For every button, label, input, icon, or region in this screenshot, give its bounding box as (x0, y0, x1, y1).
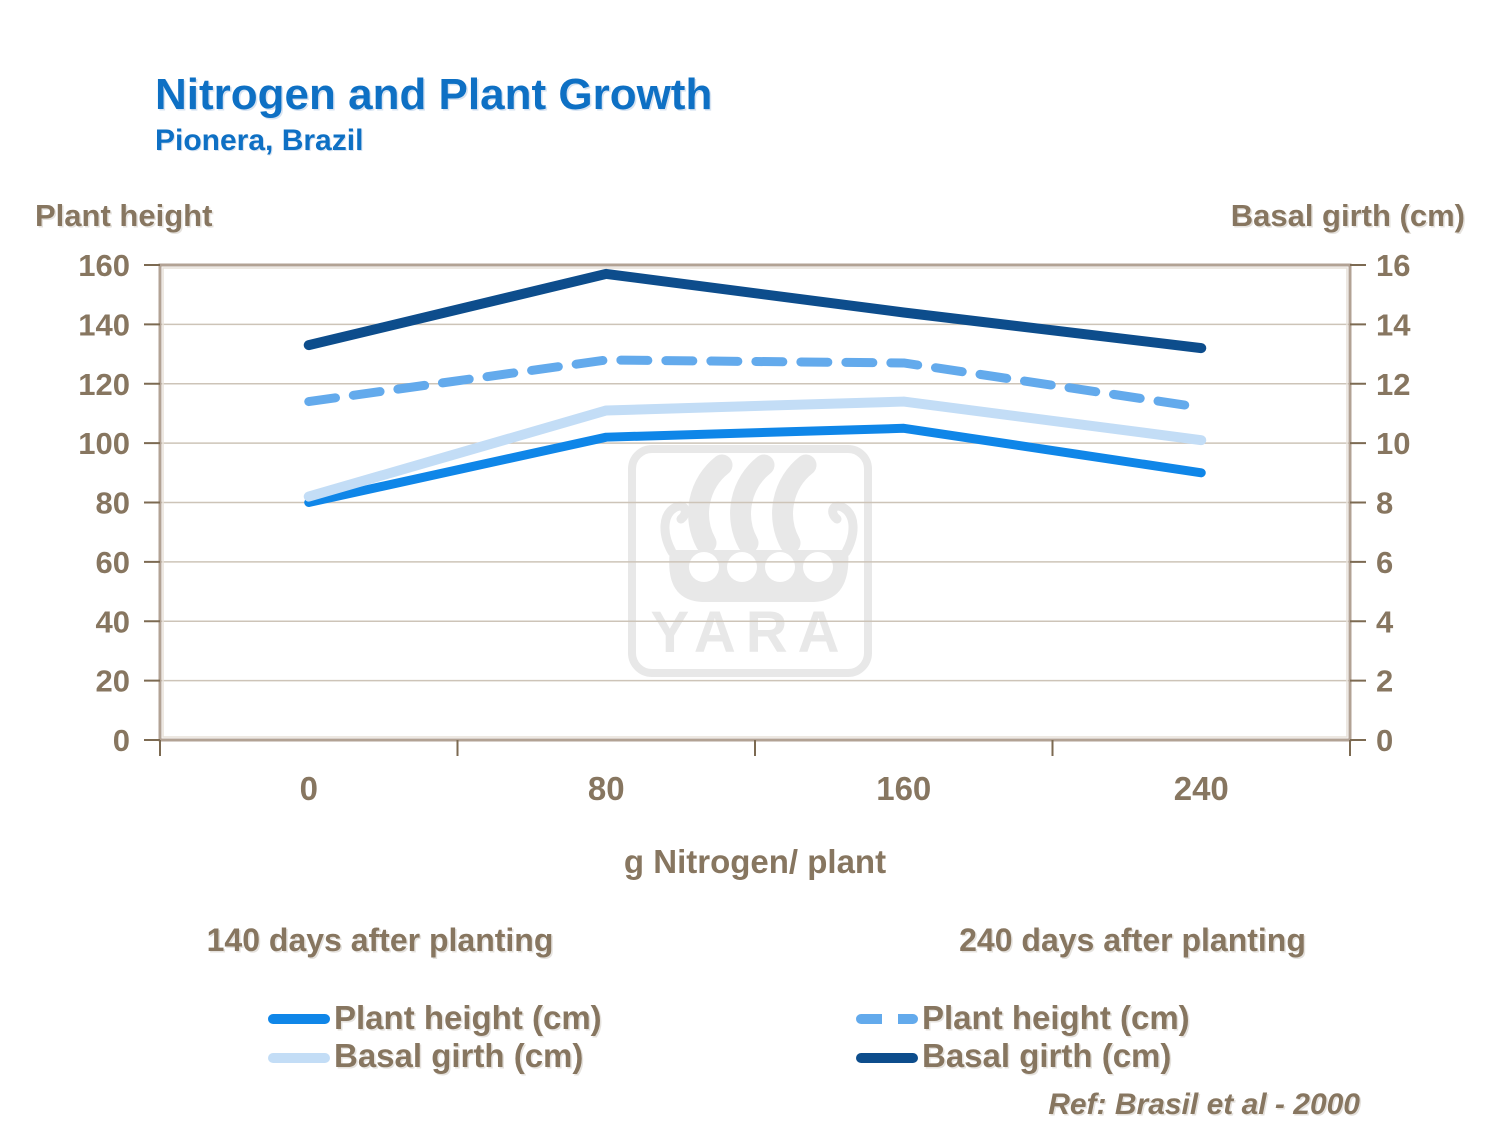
left-axis-title: Plant height (35, 198, 213, 233)
right-tick-label: 4 (1376, 604, 1394, 639)
left-tick-label: 20 (96, 664, 130, 699)
x-tick-label: 160 (876, 770, 931, 807)
left-tick-label: 100 (78, 426, 130, 461)
legend-heading-240-days: 240 days after planting (959, 922, 1306, 958)
left-tick-label: 0 (113, 723, 130, 758)
right-tick-label: 12 (1376, 367, 1410, 402)
yara-watermark-icon: YARA (628, 445, 872, 677)
reference-text: Ref: Brasil et al - 2000 (1048, 1088, 1360, 1121)
legend-swatch-240-basal-girth (856, 1053, 918, 1063)
right-tick-label: 10 (1376, 426, 1410, 461)
legend-swatch-140-plant-height (268, 1014, 330, 1024)
x-axis-title: g Nitrogen/ plant (623, 843, 887, 880)
left-tick-label: 160 (78, 248, 130, 283)
left-tick-label: 40 (96, 604, 130, 639)
x-tick-label: 240 (1174, 770, 1229, 807)
page-subtitle: Pionera, Brazil (155, 124, 364, 157)
right-axis-title: Basal girth (cm) (1230, 198, 1465, 233)
left-tick-label: 140 (78, 307, 130, 342)
legend-label-140-basal-girth: Basal girth (cm) (334, 1037, 584, 1074)
x-tick-label: 0 (300, 770, 318, 807)
right-tick-label: 2 (1376, 664, 1393, 699)
x-tick-label: 80 (588, 770, 625, 807)
page-title: Nitrogen and Plant Growth (155, 70, 713, 119)
watermark-text: YARA (650, 600, 849, 665)
left-tick-label: 80 (96, 486, 130, 521)
series-line-3 (303, 268, 1207, 354)
legend-heading-140-days: 140 days after planting (206, 922, 554, 958)
plot-border-highlight (162, 267, 1348, 738)
series-line-2 (304, 355, 1206, 412)
legend-label-240-basal-girth: Basal girth (cm) (922, 1037, 1172, 1074)
right-tick-label: 8 (1376, 486, 1393, 521)
series-line-0 (304, 423, 1206, 507)
legend-swatch-240-plant-height (856, 1014, 918, 1024)
right-tick-label: 6 (1376, 545, 1393, 580)
legend-swatch-140-basal-girth (268, 1053, 330, 1063)
right-tick-label: 16 (1376, 248, 1410, 283)
right-tick-label: 0 (1376, 723, 1393, 758)
left-tick-label: 120 (78, 367, 130, 402)
series-line-1 (303, 396, 1207, 502)
right-tick-label: 14 (1376, 307, 1411, 342)
legend-label-140-plant-height: Plant height (cm) (334, 999, 602, 1036)
legend-label-240-plant-height: Plant height (cm) (922, 999, 1190, 1036)
left-tick-label: 60 (96, 545, 130, 580)
